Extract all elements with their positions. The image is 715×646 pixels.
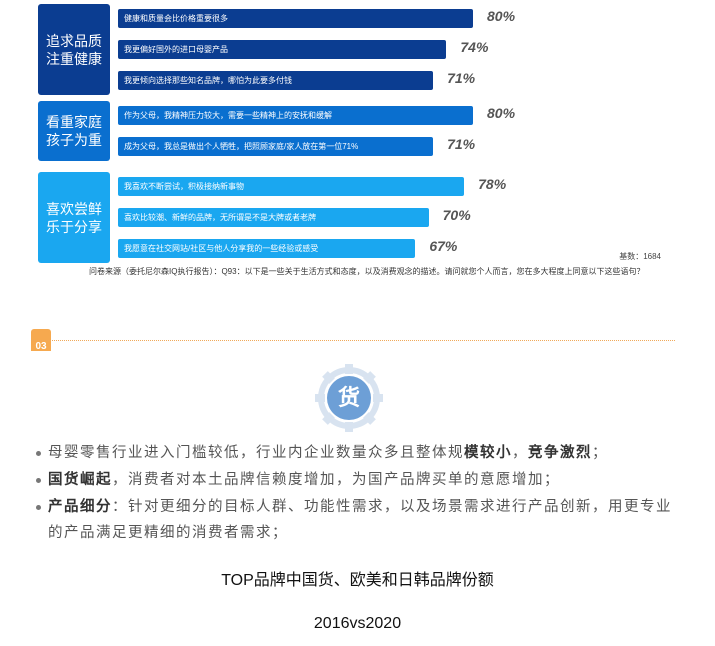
attitude-bar-chart: 追求品质 注重健康 健康和质量会比价格重要很多 80% 我更偏好国外的进口母婴产品 74… — [0, 0, 715, 290]
value-label-2-2: 71% — [447, 136, 476, 152]
bar-1-3: 我更倾向选择那些知名品牌，哪怕为此要多付钱 — [118, 71, 434, 90]
bar-1-2: 我更偏好国外的进口母婴产品 — [118, 40, 447, 59]
bullet-emphasis: 模较小 — [464, 445, 512, 461]
bar-3-2: 喜欢比较潮、新鲜的品牌，无所谓是不是大牌或者老牌 — [118, 208, 429, 227]
bullet-text: ， — [512, 445, 528, 461]
bar-3-3: 我愿意在社交网站/社区与他人分享我的一些经验或感受 — [118, 239, 416, 258]
bar-1-1: 健康和质量会比价格重要很多 — [118, 9, 473, 28]
value-label-1-1: 80% — [487, 8, 516, 24]
goods-char: 货 — [337, 385, 360, 410]
section-divider — [31, 340, 675, 341]
bar-3-1: 我喜欢不断尝试，积极接纳新事物 — [118, 177, 465, 196]
bullet-text: ：针对更细分的目标人群、功能性需求，以及场景需求进行产品创新，用更专业的产品满足… — [48, 499, 672, 541]
bullet-emphasis: 国货崛起 — [48, 472, 112, 488]
bar-2-1: 作为父母，我精神压力较大，需要一些精神上的安抚和缓解 — [118, 106, 473, 125]
bullet-emphasis: 产品细分 — [48, 499, 112, 515]
bullet-text: 母婴零售行业进入门槛较低，行业内企业数量众多且整体规 — [48, 445, 464, 461]
base-count: 基数：1684 — [619, 252, 661, 261]
caption-subtitle: 2016vs2020 — [313, 615, 402, 632]
bullet-item: 产品细分：针对更细分的目标人群、功能性需求，以及场景需求进行产品创新，用更专业的… — [36, 494, 681, 546]
bullet-emphasis: 竞争激烈 — [528, 445, 592, 461]
value-label-1-3: 71% — [447, 70, 476, 86]
value-label-3-2: 70% — [442, 207, 471, 223]
bullet-text: ，消费者对本土品牌信赖度增加，为国产品牌买单的意愿增加； — [112, 472, 560, 488]
bullet-dot-icon — [36, 451, 41, 456]
bullet-dot-icon — [36, 478, 41, 483]
value-label-3-1: 78% — [478, 176, 507, 192]
source-note: 问卷来源（委托尼尔森IQ执行报告）：Q93：以下是一些关于生活方式和态度，以及消… — [89, 267, 645, 276]
bar-2-2: 成为父母，我总是做出个人牺牲，把照顾家庭/家人放在第一位71% — [118, 137, 434, 156]
bullet-item: 母婴零售行业进入门槛较低，行业内企业数量众多且整体规模较小，竞争激烈； — [36, 440, 681, 466]
value-label-3-3: 67% — [429, 238, 458, 254]
bullet-item: 国货崛起，消费者对本土品牌信赖度增加，为国产品牌买单的意愿增加； — [36, 467, 681, 493]
value-label-2-1: 80% — [487, 105, 516, 121]
bullet-dot-icon — [36, 505, 41, 510]
caption-title: TOP品牌中国货、欧美和日韩品牌份额 — [221, 572, 494, 589]
value-label-1-2: 74% — [460, 39, 489, 55]
group-label-3: 喜欢尝鲜 乐于分享 — [38, 172, 110, 263]
bullet-text: ； — [592, 445, 608, 461]
bullet-list: 母婴零售行业进入门槛较低，行业内企业数量众多且整体规模较小，竞争激烈； 国货崛起，… — [36, 440, 681, 547]
group-label-1: 追求品质 注重健康 — [38, 4, 110, 95]
group-label-2: 看重家庭 孩子为重 — [38, 101, 110, 161]
goods-gear-icon — [315, 364, 383, 432]
